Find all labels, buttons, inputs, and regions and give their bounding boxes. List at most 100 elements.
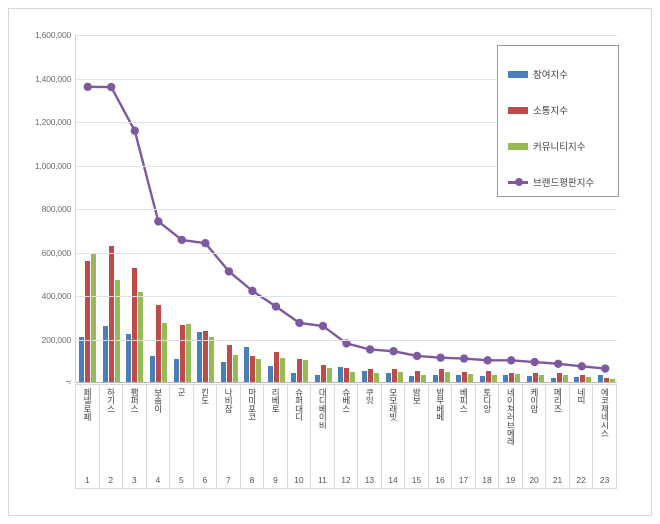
bar-2 xyxy=(562,375,568,382)
bar-2 xyxy=(586,376,592,382)
bar-2 xyxy=(209,336,215,382)
x-axis-rank-label: 18 xyxy=(482,475,492,485)
legend-item-0[interactable]: 참여지수 xyxy=(508,56,618,92)
x-axis-category-label: 하기스 xyxy=(106,388,116,413)
legend-item-3[interactable]: 브랜드평판지수 xyxy=(508,164,618,200)
legend-item-1[interactable]: 소통지수 xyxy=(508,92,618,128)
bar-1 xyxy=(485,370,491,382)
bar-group xyxy=(312,35,336,382)
line-data-point: 슈베스: 178000 xyxy=(342,339,351,348)
bar-0 xyxy=(126,333,132,382)
bar-1 xyxy=(250,356,256,382)
bar-1 xyxy=(226,345,232,382)
x-axis-category-label: 군 xyxy=(176,388,186,397)
bar-1 xyxy=(509,372,515,382)
y-axis-tick-label: 600,000 xyxy=(41,247,72,258)
line-data-point: 케이맘: 92000 xyxy=(530,357,539,367)
bar-0 xyxy=(527,376,533,382)
bar-1 xyxy=(603,378,609,382)
line-data-point: 에코제네시스: 62000 xyxy=(601,364,610,373)
y-axis-tick-label: 200,000 xyxy=(41,334,72,345)
line-data-point: 보솜이: 740000 xyxy=(154,217,163,226)
bar-group xyxy=(241,35,265,382)
legend-swatch-icon xyxy=(508,142,528,150)
x-axis-category-cell: 나비잠 7 xyxy=(217,384,241,489)
x-axis-category-cell: 네이쳐러브메레 19 xyxy=(499,384,523,489)
x-axis-rank-label: 2 xyxy=(108,475,114,485)
bar-group xyxy=(571,35,595,382)
line-data-point: 군: 655000 xyxy=(177,235,186,245)
bar-2 xyxy=(609,378,615,382)
bar-group xyxy=(170,35,194,382)
legend-item-label: 참여지수 xyxy=(533,70,568,81)
x-axis-rank-label: 14 xyxy=(388,475,398,485)
x-axis-category-cell: 팸퍼스 3 xyxy=(123,384,147,489)
line-data-point: 슈퍼대디: 272000 xyxy=(295,318,304,328)
x-axis-category-label: 보솜이 xyxy=(153,388,163,413)
x-axis-category-cell: 에코제네시스 23 xyxy=(593,384,617,489)
x-axis-rank-label: 22 xyxy=(576,475,586,485)
brand-reputation-line-layer: 페넬로페: 1361000 하기스: 1360000 팸퍼스: 1158000 보솜이… xyxy=(83,82,610,373)
bar-0 xyxy=(149,355,155,382)
x-axis-category-label: 베피스 xyxy=(459,388,468,413)
bar-0 xyxy=(197,332,203,382)
bar-2 xyxy=(468,373,474,382)
bar-2 xyxy=(185,323,191,382)
bar-2 xyxy=(444,372,450,382)
line-data-point: 킨도: 640000 xyxy=(201,239,210,248)
gridline xyxy=(76,78,617,80)
x-axis-category-label: 네이쳐러브메레 xyxy=(506,388,515,446)
bar-0 xyxy=(432,375,438,382)
line-data-point: 밤부베베: 112000 xyxy=(436,353,445,362)
bars-layer xyxy=(76,35,617,382)
y-axis-tick-label: 400,000 xyxy=(41,291,72,301)
x-axis-category-cell: 킨도 6 xyxy=(193,384,218,489)
x-axis-category-cell: 토디앙 18 xyxy=(475,384,500,489)
bar-2 xyxy=(303,360,309,382)
bar-group xyxy=(123,35,147,382)
x-axis-category-label: 리베로 xyxy=(271,388,280,413)
bar-group xyxy=(429,35,453,382)
y-axis-tick-label: 1,400,000 xyxy=(34,73,71,84)
bar-group xyxy=(477,35,501,382)
legend-item-2[interactable]: 커뮤니티지수 xyxy=(508,128,618,164)
gridline xyxy=(76,35,617,36)
legend-item-label: 브랜드평판지수 xyxy=(533,178,595,189)
bar-2 xyxy=(539,374,545,382)
x-axis-category-cell: 밤보 15 xyxy=(405,384,429,489)
x-axis-rank-label: 13 xyxy=(364,475,375,485)
bar-group xyxy=(359,35,383,382)
bar-0 xyxy=(338,367,344,382)
bar-1 xyxy=(368,369,374,382)
legend-swatch-icon xyxy=(508,178,528,186)
y-axis-tick-label: 800,000 xyxy=(41,204,72,214)
legend-item-label: 커뮤니티지수 xyxy=(533,142,586,153)
x-axis-category-label: 쿠잉 xyxy=(365,388,374,405)
bar-2 xyxy=(374,372,380,382)
x-axis-category-label: 대디베이비 xyxy=(318,388,327,430)
bar-group xyxy=(288,35,312,382)
bar-group xyxy=(76,35,100,382)
x-axis-rank-label: 1 xyxy=(84,475,90,485)
bar-group xyxy=(100,35,124,382)
bar-group xyxy=(547,35,571,382)
x-axis-category-label: 에코제네시스 xyxy=(600,388,609,438)
line-data-point: 대디베이비: 258000 xyxy=(318,321,328,331)
x-axis-category-label: 밤부베베 xyxy=(435,388,445,421)
gridline xyxy=(76,296,617,297)
x-axis-category-cell: 리베로 9 xyxy=(264,384,288,489)
x-axis-rank-label: 16 xyxy=(435,475,445,485)
plot-area: 페넬로페: 1361000 하기스: 1360000 팸퍼스: 1158000 보솜이… xyxy=(75,35,617,383)
bar-0 xyxy=(550,377,556,382)
x-axis-category-cell: 밤부베베 16 xyxy=(428,384,453,489)
x-axis-category-cell: 슈베스 12 xyxy=(334,384,359,489)
x-axis-rank-label: 15 xyxy=(411,475,422,485)
bar-0 xyxy=(291,372,297,382)
bar-1 xyxy=(85,261,91,382)
x-axis-category-cell: 페넬로페 1 xyxy=(75,384,100,489)
x-axis-category-label: 밤보 xyxy=(412,388,421,405)
gridline xyxy=(76,165,617,167)
line-data-point: 네이쳐러브메레: 100000 xyxy=(507,356,516,365)
x-axis-category-label: 메리즈 xyxy=(553,388,562,413)
